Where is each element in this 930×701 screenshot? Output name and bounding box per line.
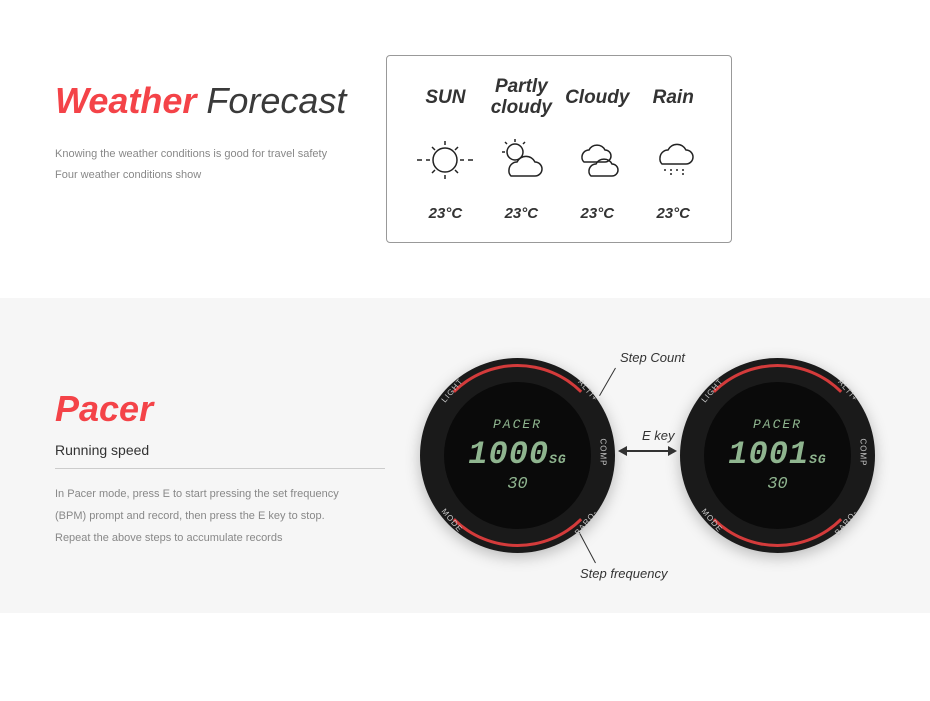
watches-container: Step Count Step frequency E key LIGHT AL…	[420, 358, 890, 553]
lcd-unit: SG	[549, 452, 567, 467]
weather-item-cloudy: Cloudy 23°C	[559, 74, 635, 222]
lcd-mode: PACER	[493, 417, 542, 432]
partly-cloudy-icon	[491, 122, 551, 197]
weather-temp: 23°C	[656, 205, 690, 222]
annotation-line	[599, 368, 616, 396]
weather-label: Partly cloudy	[483, 74, 559, 122]
weather-desc2: Four weather conditions show	[55, 165, 346, 186]
weather-temp: 23°C	[581, 205, 615, 222]
lcd-freq: 30	[507, 475, 527, 494]
watch-display-2: LIGHT ALTI+ MODE BARO- COMP PACER 1001SG…	[680, 358, 875, 553]
watch-label-comp: COMP	[859, 439, 868, 467]
title-red: Weather	[55, 80, 196, 121]
weather-item-sun: SUN 23°C	[407, 74, 483, 222]
sun-icon	[415, 122, 475, 197]
lcd-value: 1000SG	[468, 436, 566, 473]
weather-title: Weather Forecast	[55, 80, 346, 122]
weather-box: SUN 23°C Partly cloudy	[386, 55, 732, 243]
watch-display-1: LIGHT ALTI+ MODE BARO- COMP PACER 1000SG…	[420, 358, 615, 553]
weather-text: Weather Forecast Knowing the weather con…	[55, 55, 346, 243]
rain-icon	[643, 122, 703, 197]
title-dark: Forecast	[196, 80, 346, 121]
pacer-desc: In Pacer mode, press E to start pressing…	[55, 483, 355, 549]
lcd-mode: PACER	[753, 417, 802, 432]
weather-temp: 23°C	[429, 205, 463, 222]
weather-label: Cloudy	[565, 74, 629, 122]
annotation-step-freq: Step frequency	[580, 566, 667, 581]
annotation-step-count: Step Count	[620, 350, 685, 365]
watch-label-comp: COMP	[599, 439, 608, 467]
lcd-number: 1000	[468, 436, 549, 473]
watch-face: PACER 1000SG 30	[444, 382, 591, 529]
weather-label: SUN	[425, 74, 465, 122]
weather-label: Rain	[653, 74, 694, 122]
weather-temp: 23°C	[505, 205, 539, 222]
weather-item-partly: Partly cloudy 23°C	[483, 74, 559, 222]
lcd-unit: SG	[809, 452, 827, 467]
weather-section: Weather Forecast Knowing the weather con…	[0, 0, 930, 298]
lcd-value: 1001SG	[728, 436, 826, 473]
weather-desc1: Knowing the weather conditions is good f…	[55, 144, 346, 165]
cloudy-icon	[567, 122, 627, 197]
pacer-subtitle: Running speed	[55, 442, 385, 469]
lcd-number: 1001	[728, 436, 809, 473]
weather-item-rain: Rain 23°C	[635, 74, 711, 222]
pacer-text: Pacer Running speed In Pacer mode, press…	[55, 358, 385, 553]
pacer-section: Pacer Running speed In Pacer mode, press…	[0, 298, 930, 613]
annotation-line	[579, 532, 596, 563]
double-arrow-icon	[620, 450, 675, 452]
watch-face: PACER 1001SG 30	[704, 382, 851, 529]
pacer-title: Pacer	[55, 388, 385, 430]
annotation-ekey: E key	[642, 428, 675, 443]
lcd-freq: 30	[767, 475, 787, 494]
